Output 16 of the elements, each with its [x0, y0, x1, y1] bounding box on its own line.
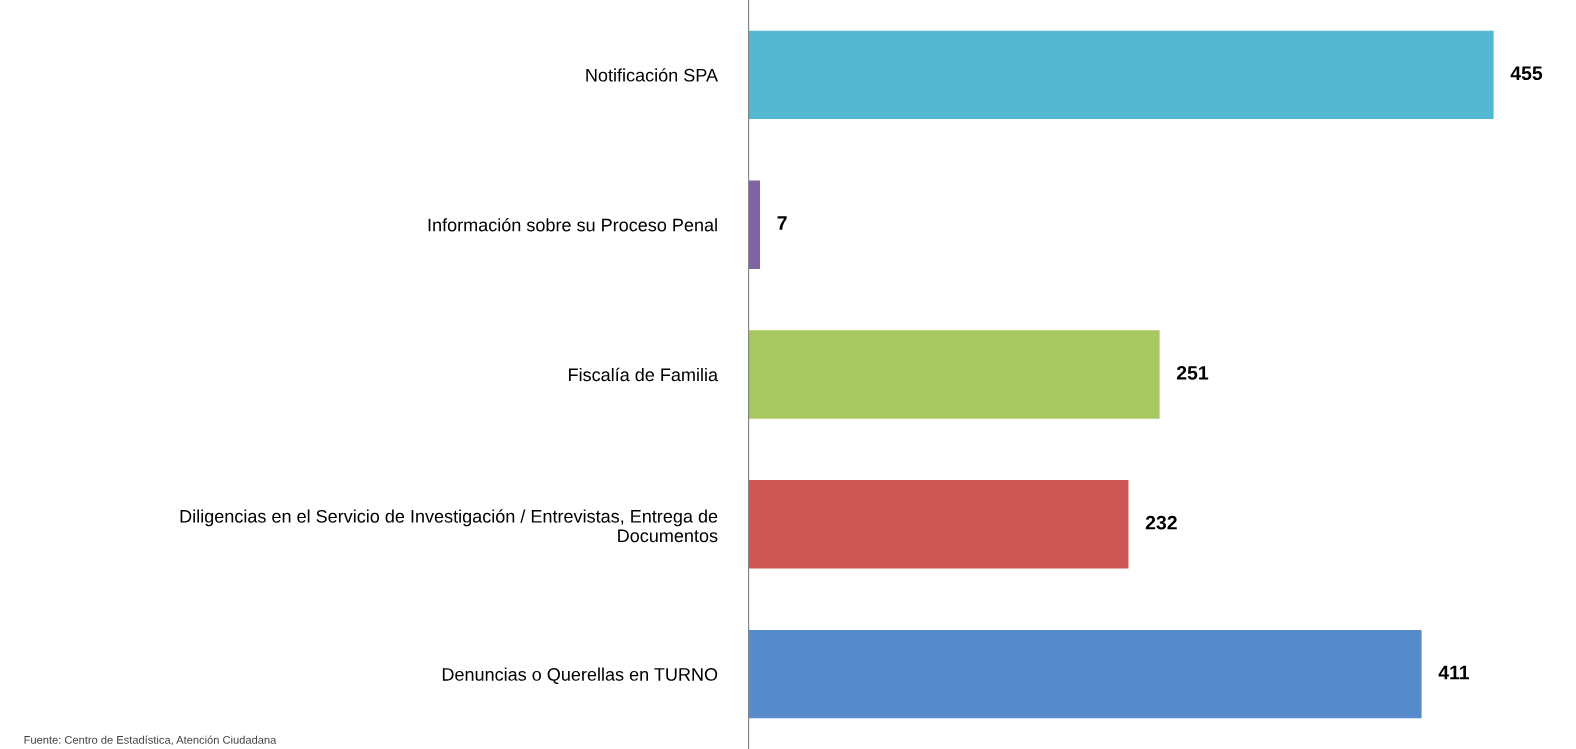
data-label: 455	[1510, 66, 1543, 81]
bar	[748, 629, 1422, 719]
data-label: 411	[1438, 665, 1470, 680]
y-tick-label: Fiscalía de Familia	[569, 367, 719, 382]
bar	[748, 480, 1129, 569]
y-tick-label: Notificación SPA	[586, 68, 719, 82]
bar	[748, 330, 1160, 419]
data-label: 251	[1176, 365, 1209, 380]
data-label: 7	[777, 216, 787, 230]
y-tick-label: Denuncias o Querellas en TURNO	[442, 667, 718, 685]
data-label: 232	[1145, 515, 1177, 530]
bar	[748, 180, 761, 269]
y-tick-label: Información sobre su Proceso Penal	[428, 217, 717, 232]
source-note: Fuente: Centro de Estadística, Atención Ciudadana	[24, 735, 277, 746]
y-tick-label: Diligencias en el Servicio de Investigación / Entrevistas, Entrega de Documentos	[180, 509, 718, 543]
bar	[748, 30, 1494, 120]
